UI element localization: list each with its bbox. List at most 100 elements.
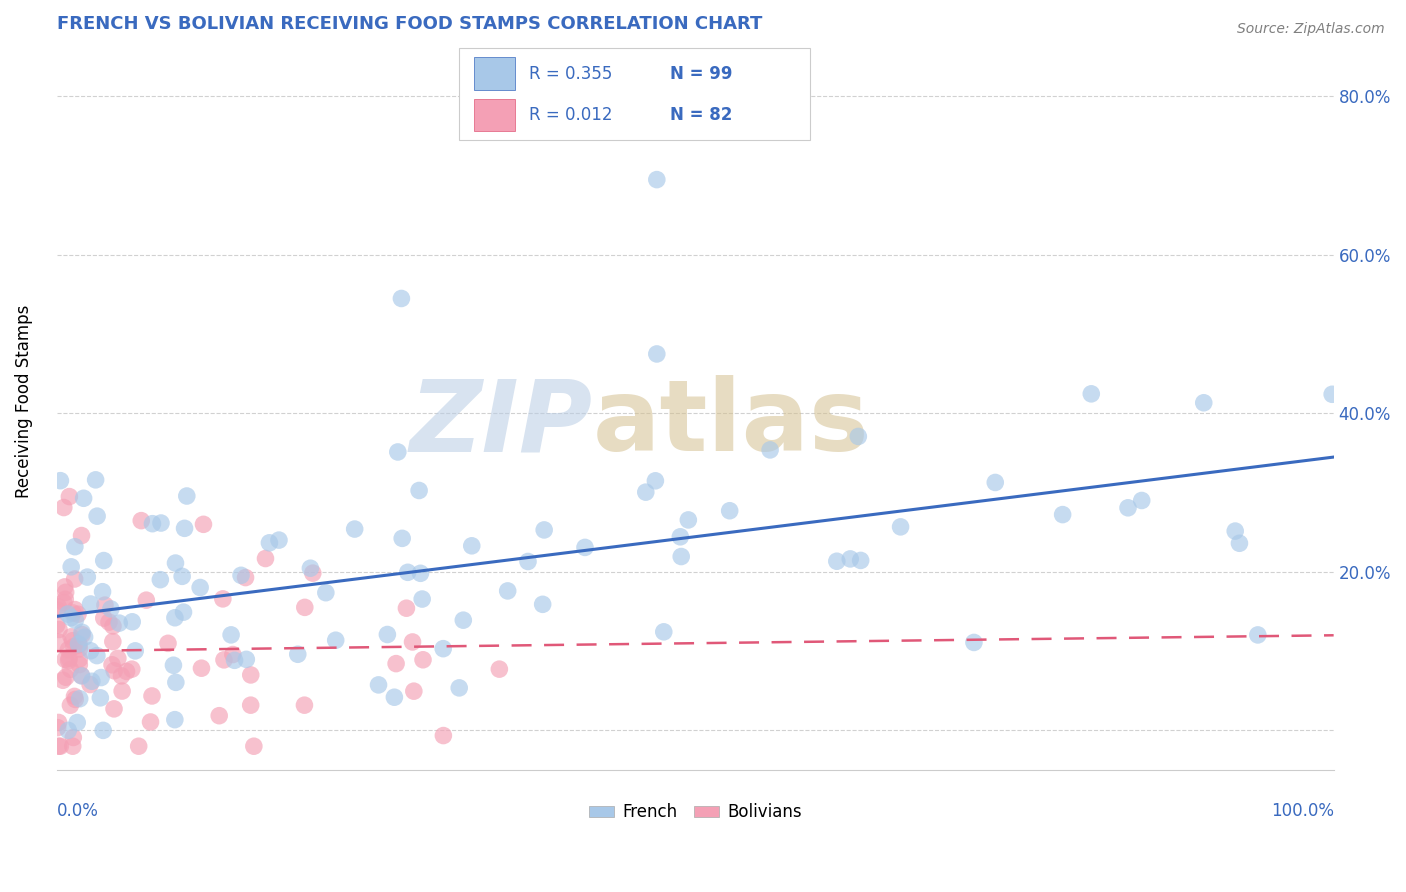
Point (63, 602, 86, 616)
Text: R = 0.012: R = 0.012 (529, 106, 613, 124)
Point (222, 648, 245, 662)
Point (93, 553, 115, 567)
Point (70, 528, 93, 542)
Point (91, 723, 114, 738)
Point (294, 600, 316, 615)
Point (121, 615, 143, 629)
Text: N = 99: N = 99 (669, 64, 733, 83)
Point (58, 642, 80, 657)
Point (63, 640, 86, 654)
Point (377, 627, 399, 641)
Point (1130, 493, 1153, 508)
Point (645, 347, 668, 361)
Point (63, 540, 86, 554)
FancyBboxPatch shape (458, 48, 810, 140)
Point (287, 647, 309, 661)
Point (48, 623, 70, 637)
Point (124, 644, 146, 658)
Point (402, 684, 425, 698)
Point (55, 670, 77, 684)
Point (67, 657, 90, 672)
Point (890, 520, 912, 534)
Point (62, 731, 84, 745)
Point (396, 566, 419, 580)
Point (163, 713, 186, 727)
Point (128, 739, 150, 754)
Point (70, 625, 93, 640)
Point (58, 651, 80, 665)
Point (432, 641, 454, 656)
Point (65, 692, 87, 706)
Point (63, 690, 86, 704)
Point (229, 568, 252, 582)
Legend: French, Bolivians: French, Bolivians (582, 797, 808, 828)
Point (294, 698, 316, 713)
Point (62, 633, 84, 648)
Point (90, 671, 112, 685)
Point (574, 541, 596, 555)
Point (86, 648, 108, 663)
Text: ZIP: ZIP (411, 376, 593, 472)
Point (412, 653, 434, 667)
Point (825, 554, 848, 568)
Point (52, 500, 75, 515)
Bar (474, 99, 515, 131)
Point (121, 662, 143, 676)
Point (59, 662, 82, 676)
Point (141, 516, 163, 531)
Point (98, 615, 121, 629)
Point (1229, 536, 1251, 550)
Point (984, 475, 1007, 490)
Point (963, 635, 986, 649)
Text: R = 0.355: R = 0.355 (529, 64, 613, 83)
Point (72, 491, 94, 506)
Point (141, 689, 163, 703)
Point (243, 739, 266, 754)
Point (94, 598, 117, 612)
Point (62, 606, 84, 620)
Point (70, 628, 93, 642)
Point (55, 585, 77, 599)
Point (839, 552, 862, 566)
Point (172, 569, 194, 583)
Point (395, 601, 418, 615)
Point (63, 572, 86, 586)
Point (254, 551, 277, 566)
Point (1052, 508, 1074, 522)
Point (531, 597, 554, 611)
Point (645, 172, 668, 186)
Point (157, 636, 180, 650)
Point (208, 708, 231, 723)
Point (267, 533, 290, 547)
Point (235, 652, 257, 666)
Point (67, 607, 90, 622)
Point (259, 536, 281, 550)
Point (108, 616, 131, 631)
Point (1247, 628, 1270, 642)
Point (190, 661, 212, 675)
Point (67, 637, 90, 651)
Point (67, 641, 90, 656)
Point (1080, 387, 1102, 401)
Point (135, 593, 157, 607)
Point (401, 635, 423, 649)
Point (67, 638, 90, 652)
Point (101, 634, 124, 648)
Text: 100.0%: 100.0% (1271, 802, 1334, 820)
Point (188, 581, 211, 595)
Point (46, 721, 69, 735)
Point (103, 664, 125, 678)
Point (70, 668, 93, 682)
Point (48, 739, 70, 754)
Point (107, 651, 129, 665)
Point (1192, 396, 1215, 410)
Point (48, 715, 70, 730)
Point (49, 739, 72, 754)
Point (70, 669, 93, 683)
Y-axis label: Receiving Food Stamps: Receiving Food Stamps (15, 305, 32, 499)
Point (111, 684, 134, 698)
Point (110, 669, 132, 683)
Point (58, 723, 80, 738)
Point (46, 603, 69, 617)
Point (101, 619, 124, 633)
